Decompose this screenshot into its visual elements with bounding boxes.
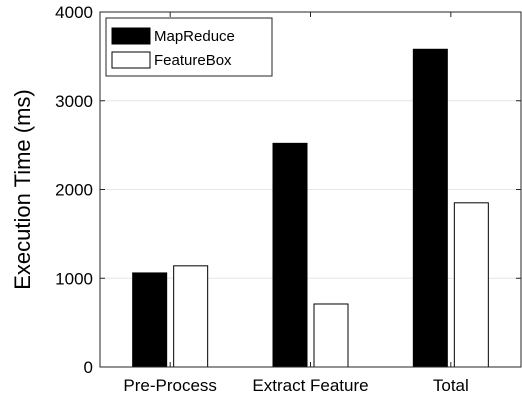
bar-mapreduce bbox=[132, 272, 168, 368]
bar-mapreduce bbox=[272, 142, 308, 368]
bar-mapreduce bbox=[412, 48, 448, 368]
y-tick-label: 3000 bbox=[55, 92, 93, 111]
y-axis-label: Execution Time (ms) bbox=[10, 89, 35, 290]
bar-featurebox bbox=[453, 202, 489, 368]
legend-label-featurebox: FeatureBox bbox=[154, 52, 232, 69]
y-tick-label: 4000 bbox=[55, 3, 93, 22]
y-tick-label: 2000 bbox=[55, 181, 93, 200]
y-tick-label: 1000 bbox=[55, 269, 93, 288]
x-tick-label: Total bbox=[433, 376, 469, 395]
legend-swatch-mapreduce bbox=[111, 27, 151, 45]
x-tick-label: Extract Feature bbox=[252, 376, 368, 395]
axis-ticks bbox=[100, 11, 521, 368]
bars bbox=[132, 48, 489, 368]
legend: MapReduce FeatureBox bbox=[105, 17, 273, 77]
y-tick-label: 0 bbox=[84, 358, 93, 377]
x-tick-label: Pre-Process bbox=[123, 376, 217, 395]
bar-featurebox bbox=[173, 265, 209, 368]
y-tick-labels: 0 1000 2000 3000 4000 bbox=[55, 3, 93, 377]
x-tick-labels: Pre-Process Extract Feature Total bbox=[123, 376, 468, 395]
legend-label-mapreduce: MapReduce bbox=[154, 28, 235, 45]
grid-lines bbox=[100, 100, 521, 279]
bar-featurebox bbox=[313, 303, 349, 368]
legend-swatch-featurebox bbox=[111, 51, 151, 69]
